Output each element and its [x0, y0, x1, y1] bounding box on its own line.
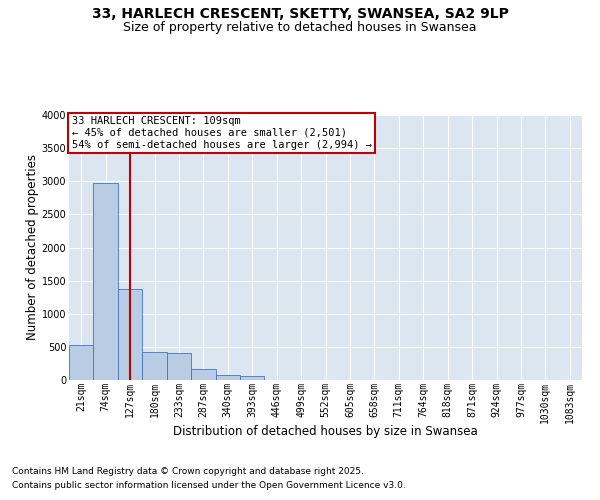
- Text: Contains HM Land Registry data © Crown copyright and database right 2025.: Contains HM Land Registry data © Crown c…: [12, 467, 364, 476]
- Text: Size of property relative to detached houses in Swansea: Size of property relative to detached ho…: [123, 21, 477, 34]
- Bar: [167, 353, 191, 380]
- Bar: [142, 352, 167, 380]
- Text: 33 HARLECH CRESCENT: 109sqm
← 45% of detached houses are smaller (2,501)
54% of : 33 HARLECH CRESCENT: 109sqm ← 45% of det…: [71, 116, 371, 150]
- Bar: [94, 183, 118, 380]
- Text: 33, HARLECH CRESCENT, SKETTY, SWANSEA, SA2 9LP: 33, HARLECH CRESCENT, SKETTY, SWANSEA, S…: [92, 8, 508, 22]
- Y-axis label: Number of detached properties: Number of detached properties: [26, 154, 38, 340]
- Text: Contains public sector information licensed under the Open Government Licence v3: Contains public sector information licen…: [12, 481, 406, 490]
- Bar: [69, 345, 94, 380]
- Bar: [240, 376, 265, 380]
- Bar: [118, 289, 142, 380]
- Bar: [215, 374, 240, 380]
- Bar: [191, 369, 215, 380]
- X-axis label: Distribution of detached houses by size in Swansea: Distribution of detached houses by size …: [173, 426, 478, 438]
